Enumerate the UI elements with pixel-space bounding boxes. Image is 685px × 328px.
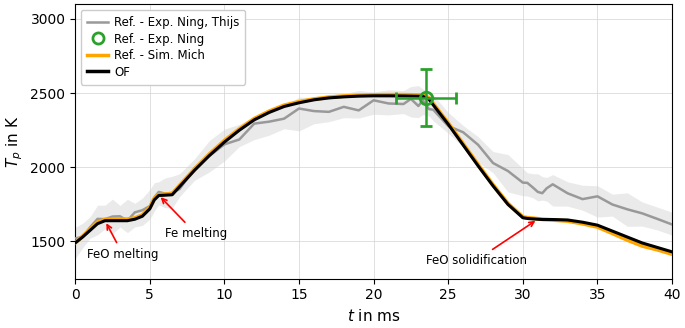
Text: FeO melting: FeO melting [87,225,159,261]
Text: FeO solidification: FeO solidification [426,222,534,267]
Legend: Ref. - Exp. Ning, Thijs, Ref. - Exp. Ning, Ref. - Sim. Mich, OF: Ref. - Exp. Ning, Thijs, Ref. - Exp. Nin… [81,10,245,85]
X-axis label: $t$ in ms: $t$ in ms [347,308,401,324]
Text: Fe melting: Fe melting [162,198,227,240]
Y-axis label: $T_p$ in K: $T_p$ in K [4,115,25,168]
